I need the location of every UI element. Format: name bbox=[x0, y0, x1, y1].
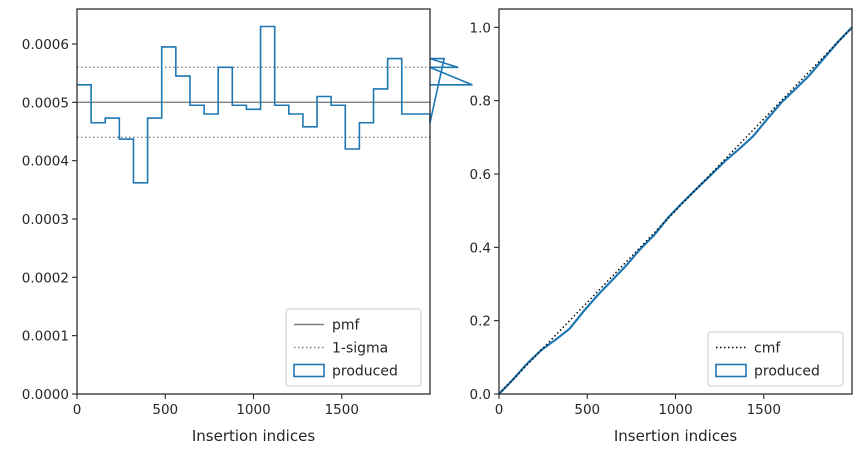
right-y-tick-label: 0.0 bbox=[470, 387, 491, 403]
left-y-tick-label: 0.0002 bbox=[22, 270, 69, 286]
produced-cumulative-line bbox=[498, 26, 853, 395]
right-y-tick-label: 0.8 bbox=[470, 94, 491, 110]
left-legend-box bbox=[285, 308, 422, 387]
cmf-line bbox=[498, 26, 853, 395]
left-legend-pmf-label: pmf bbox=[332, 318, 361, 334]
right-legend-produced-label: produced bbox=[754, 364, 820, 380]
right-x-tick-label: 0 bbox=[495, 402, 504, 418]
left-x-tick-label: 1500 bbox=[325, 402, 359, 418]
right-legend-cmf-label: cmf bbox=[754, 341, 781, 357]
left-legend-sigma-label: 1-sigma bbox=[332, 341, 388, 357]
right-legend-box bbox=[707, 331, 844, 387]
left-legend-produced-swatch bbox=[293, 363, 325, 378]
left-x-axis-label: Insertion indices bbox=[192, 427, 315, 445]
right-x-tick-label: 1000 bbox=[658, 402, 692, 418]
left-x-tick-label: 1000 bbox=[236, 402, 270, 418]
right-y-tick-label: 0.6 bbox=[470, 167, 491, 183]
left-y-tick-label: 0.0006 bbox=[22, 37, 69, 53]
right-panel-cmf: 0 500 1000 1500 0.0 0.2 0.4 0.6 0.8 1.0 Insertio… bbox=[470, 8, 853, 445]
left-x-ticks: 0 500 1000 1500 bbox=[73, 394, 359, 418]
left-legend: pmf 1-sigma produced bbox=[285, 308, 422, 387]
left-y-ticks: 0.0000 0.0001 0.0002 0.0003 0.0004 0.0005 0.00… bbox=[22, 37, 77, 403]
left-x-tick-label: 0 bbox=[73, 402, 82, 418]
left-legend-produced-label: produced bbox=[332, 364, 398, 380]
left-x-tick-label: 500 bbox=[152, 402, 178, 418]
produced-step-histogram bbox=[77, 25, 473, 184]
right-y-tick-label: 1.0 bbox=[470, 20, 491, 36]
right-y-tick-label: 0.4 bbox=[470, 240, 491, 256]
left-panel-pmf: 0 500 1000 1500 0.00000.00010.00020.00030.0… bbox=[22, 8, 473, 445]
right-y-tick-label: 0.2 bbox=[470, 314, 491, 330]
left-y-tick-label: 0.0000 bbox=[22, 387, 69, 403]
right-x-ticks: 0 500 1000 1500 bbox=[495, 394, 781, 418]
right-x-tick-label: 1500 bbox=[747, 402, 781, 418]
right-y-ticks: 0.0 0.2 0.4 0.6 0.8 1.0 bbox=[470, 20, 499, 403]
right-x-tick-label: 500 bbox=[574, 402, 600, 418]
left-plot-area bbox=[77, 25, 473, 184]
left-y-tick-label: 0.0001 bbox=[22, 329, 69, 345]
left-y-tick-label: 0.0003 bbox=[22, 212, 69, 228]
right-plot-area bbox=[498, 26, 853, 395]
right-legend-produced-swatch bbox=[715, 363, 747, 378]
left-y-tick-label: 0.0004 bbox=[22, 154, 69, 170]
left-y-tick-label: 0.0005 bbox=[22, 95, 69, 111]
right-legend: cmf produced bbox=[707, 331, 844, 387]
right-x-axis-label: Insertion indices bbox=[614, 427, 737, 445]
